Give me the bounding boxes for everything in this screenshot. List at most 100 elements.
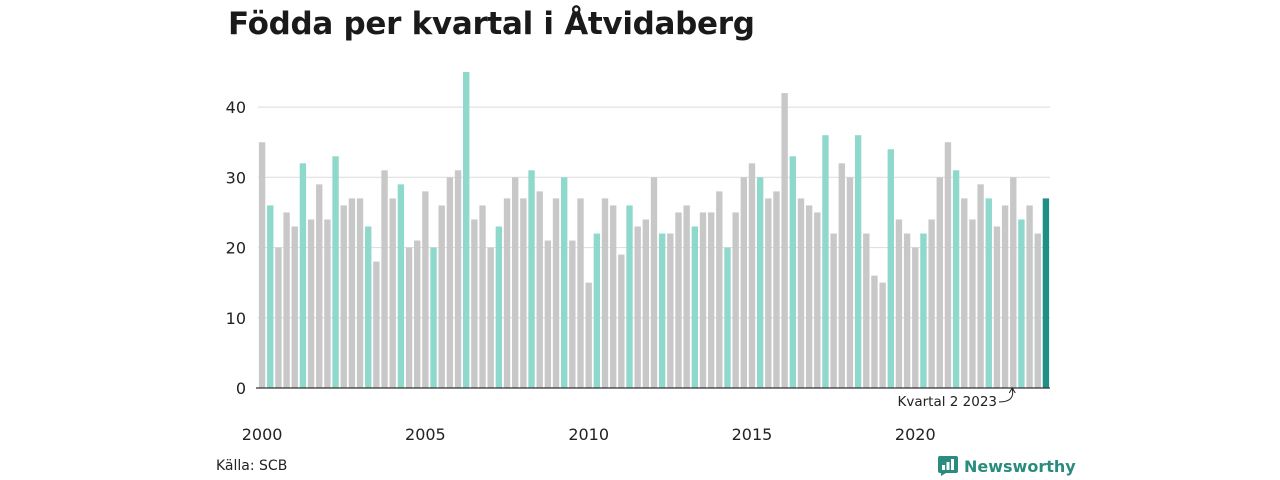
bar (544, 240, 552, 388)
bar (1001, 205, 1009, 388)
bar (920, 233, 927, 388)
bar (765, 198, 772, 388)
bar (479, 205, 486, 388)
bar (569, 240, 576, 388)
bar (732, 212, 739, 388)
bar (299, 163, 307, 388)
y-tick-label: 10 (226, 309, 246, 328)
bar (658, 233, 666, 388)
bar (405, 247, 413, 388)
bar (748, 163, 756, 388)
bar (626, 205, 633, 388)
bar (977, 184, 984, 388)
bar (683, 205, 690, 388)
axes: 0 10 20 30 40 2000 2005 2010 2015 2020 (226, 98, 1050, 444)
bar (438, 205, 445, 388)
bar (324, 219, 331, 388)
bar (822, 135, 829, 388)
bars (258, 72, 1050, 389)
bar (356, 198, 364, 388)
bar (699, 212, 707, 388)
bar (585, 282, 592, 388)
bar (267, 205, 274, 388)
bar (561, 177, 568, 388)
bar (291, 226, 298, 388)
brand-name: Newsworthy (964, 456, 1076, 476)
bar (667, 233, 674, 388)
bar (846, 177, 854, 388)
y-tick-label: 0 (236, 379, 246, 398)
chart-title: Födda per kvartal i Åtvidaberg (228, 6, 755, 42)
source-label: Källa: SCB (216, 458, 288, 474)
bar (552, 198, 560, 388)
bar (389, 198, 396, 388)
bar (944, 142, 952, 388)
bar (577, 198, 584, 388)
bar (283, 212, 290, 388)
y-tick-label: 20 (226, 239, 246, 258)
bar (740, 177, 747, 388)
bar (609, 205, 617, 388)
annotation-label: Kvartal 2 2023 (897, 394, 997, 410)
bar (789, 156, 796, 388)
bar (520, 198, 527, 388)
bar (961, 198, 968, 388)
bar (487, 247, 494, 388)
bar (773, 191, 780, 388)
bar (895, 219, 903, 388)
bar (985, 198, 992, 388)
bar (634, 226, 641, 388)
bar (781, 93, 788, 389)
bar (365, 226, 372, 388)
bar (471, 219, 478, 388)
bar (912, 247, 919, 388)
bar (863, 233, 870, 388)
x-tick-label: 2015 (732, 425, 773, 444)
bar (805, 205, 813, 388)
bar (650, 177, 658, 388)
bar (952, 170, 960, 388)
bar (838, 163, 845, 388)
bar (332, 156, 339, 388)
bar (903, 233, 911, 388)
bar (871, 275, 878, 388)
x-tick-label: 2000 (242, 425, 283, 444)
bar (1018, 219, 1025, 388)
bar (1034, 233, 1041, 388)
bar (969, 219, 976, 388)
bar (691, 226, 699, 388)
bar (381, 170, 388, 388)
bar (430, 247, 437, 388)
bar (936, 177, 943, 388)
bar (797, 198, 805, 388)
bar (756, 177, 764, 388)
bar (1042, 198, 1050, 388)
bar (258, 142, 266, 388)
bar (463, 72, 470, 388)
bar (675, 212, 682, 388)
bar (1026, 205, 1033, 388)
annotation-arrow (998, 388, 1014, 403)
bar (1010, 177, 1017, 388)
bar (348, 198, 356, 388)
x-tick-label: 2010 (568, 425, 609, 444)
bar (340, 205, 347, 388)
bar (275, 247, 282, 388)
bar (414, 240, 421, 388)
bar (316, 184, 323, 388)
bar (724, 247, 731, 388)
bar (928, 219, 935, 388)
bar (707, 212, 715, 388)
bar (454, 170, 462, 388)
bar (887, 149, 894, 388)
bar (993, 226, 1001, 388)
bar (495, 226, 503, 388)
brand-logo[interactable]: Newsworthy (938, 456, 1076, 476)
annotation: Kvartal 2 2023 (897, 387, 1016, 410)
bar (422, 191, 429, 388)
bar (814, 212, 821, 388)
bar (601, 198, 609, 388)
bar (446, 177, 454, 388)
bar (373, 261, 380, 388)
